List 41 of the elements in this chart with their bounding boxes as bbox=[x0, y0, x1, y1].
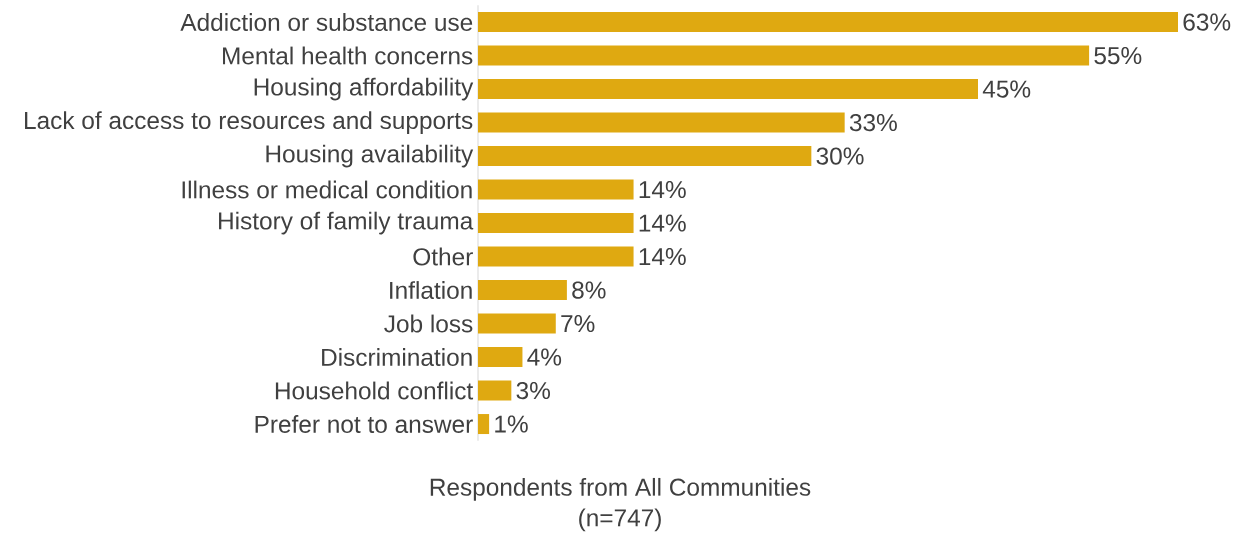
data-label: 14% bbox=[639, 214, 686, 232]
y-tick-label: Illness or medical condition bbox=[182, 180, 472, 199]
data-label: 45% bbox=[982, 80, 1031, 98]
bar bbox=[478, 213, 634, 234]
data-label: 14% bbox=[639, 248, 686, 266]
y-tick-label: History of family trauma bbox=[219, 211, 474, 235]
y-tick-label: Inflation bbox=[390, 281, 472, 300]
bar bbox=[478, 12, 1178, 33]
text: (n=747) bbox=[579, 508, 661, 532]
bar bbox=[478, 79, 978, 100]
data-label: 1% bbox=[495, 415, 528, 433]
bar bbox=[478, 313, 556, 334]
bar bbox=[478, 146, 812, 167]
bar bbox=[478, 380, 512, 401]
data-label: 8% bbox=[572, 281, 606, 299]
bar bbox=[478, 280, 567, 301]
data-label: 63% bbox=[1183, 13, 1231, 31]
y-tick-label: Other bbox=[413, 247, 473, 266]
bar bbox=[478, 179, 634, 200]
y-tick-label: Mental health concerns bbox=[223, 46, 473, 65]
data-label: 30% bbox=[816, 147, 864, 165]
data-label: 7% bbox=[561, 315, 595, 333]
y-tick-label: Household conflict bbox=[275, 381, 474, 400]
data-label: 14% bbox=[639, 181, 686, 199]
bar bbox=[478, 246, 634, 267]
y-tick-label: Job loss bbox=[384, 314, 473, 333]
y-tick-label: Prefer not to answer bbox=[255, 415, 473, 434]
y-tick-label: Housing availability bbox=[266, 144, 474, 168]
data-label: 3% bbox=[516, 382, 550, 400]
data-label: 4% bbox=[527, 348, 562, 366]
y-tick-label: Housing affordability bbox=[254, 77, 474, 101]
bar bbox=[478, 414, 490, 435]
bar bbox=[478, 45, 1090, 66]
y-tick-label: Addiction or substance use bbox=[180, 13, 473, 32]
y-tick-label: Lack of access to resources and supports bbox=[25, 111, 473, 135]
bar bbox=[478, 347, 523, 368]
data-label: 55% bbox=[1094, 47, 1142, 65]
x-axis-title: Respondents from All Communities bbox=[430, 478, 811, 501]
data-label: 33% bbox=[849, 114, 897, 132]
bar bbox=[478, 112, 845, 133]
y-tick-label: Discrimination bbox=[322, 348, 472, 367]
